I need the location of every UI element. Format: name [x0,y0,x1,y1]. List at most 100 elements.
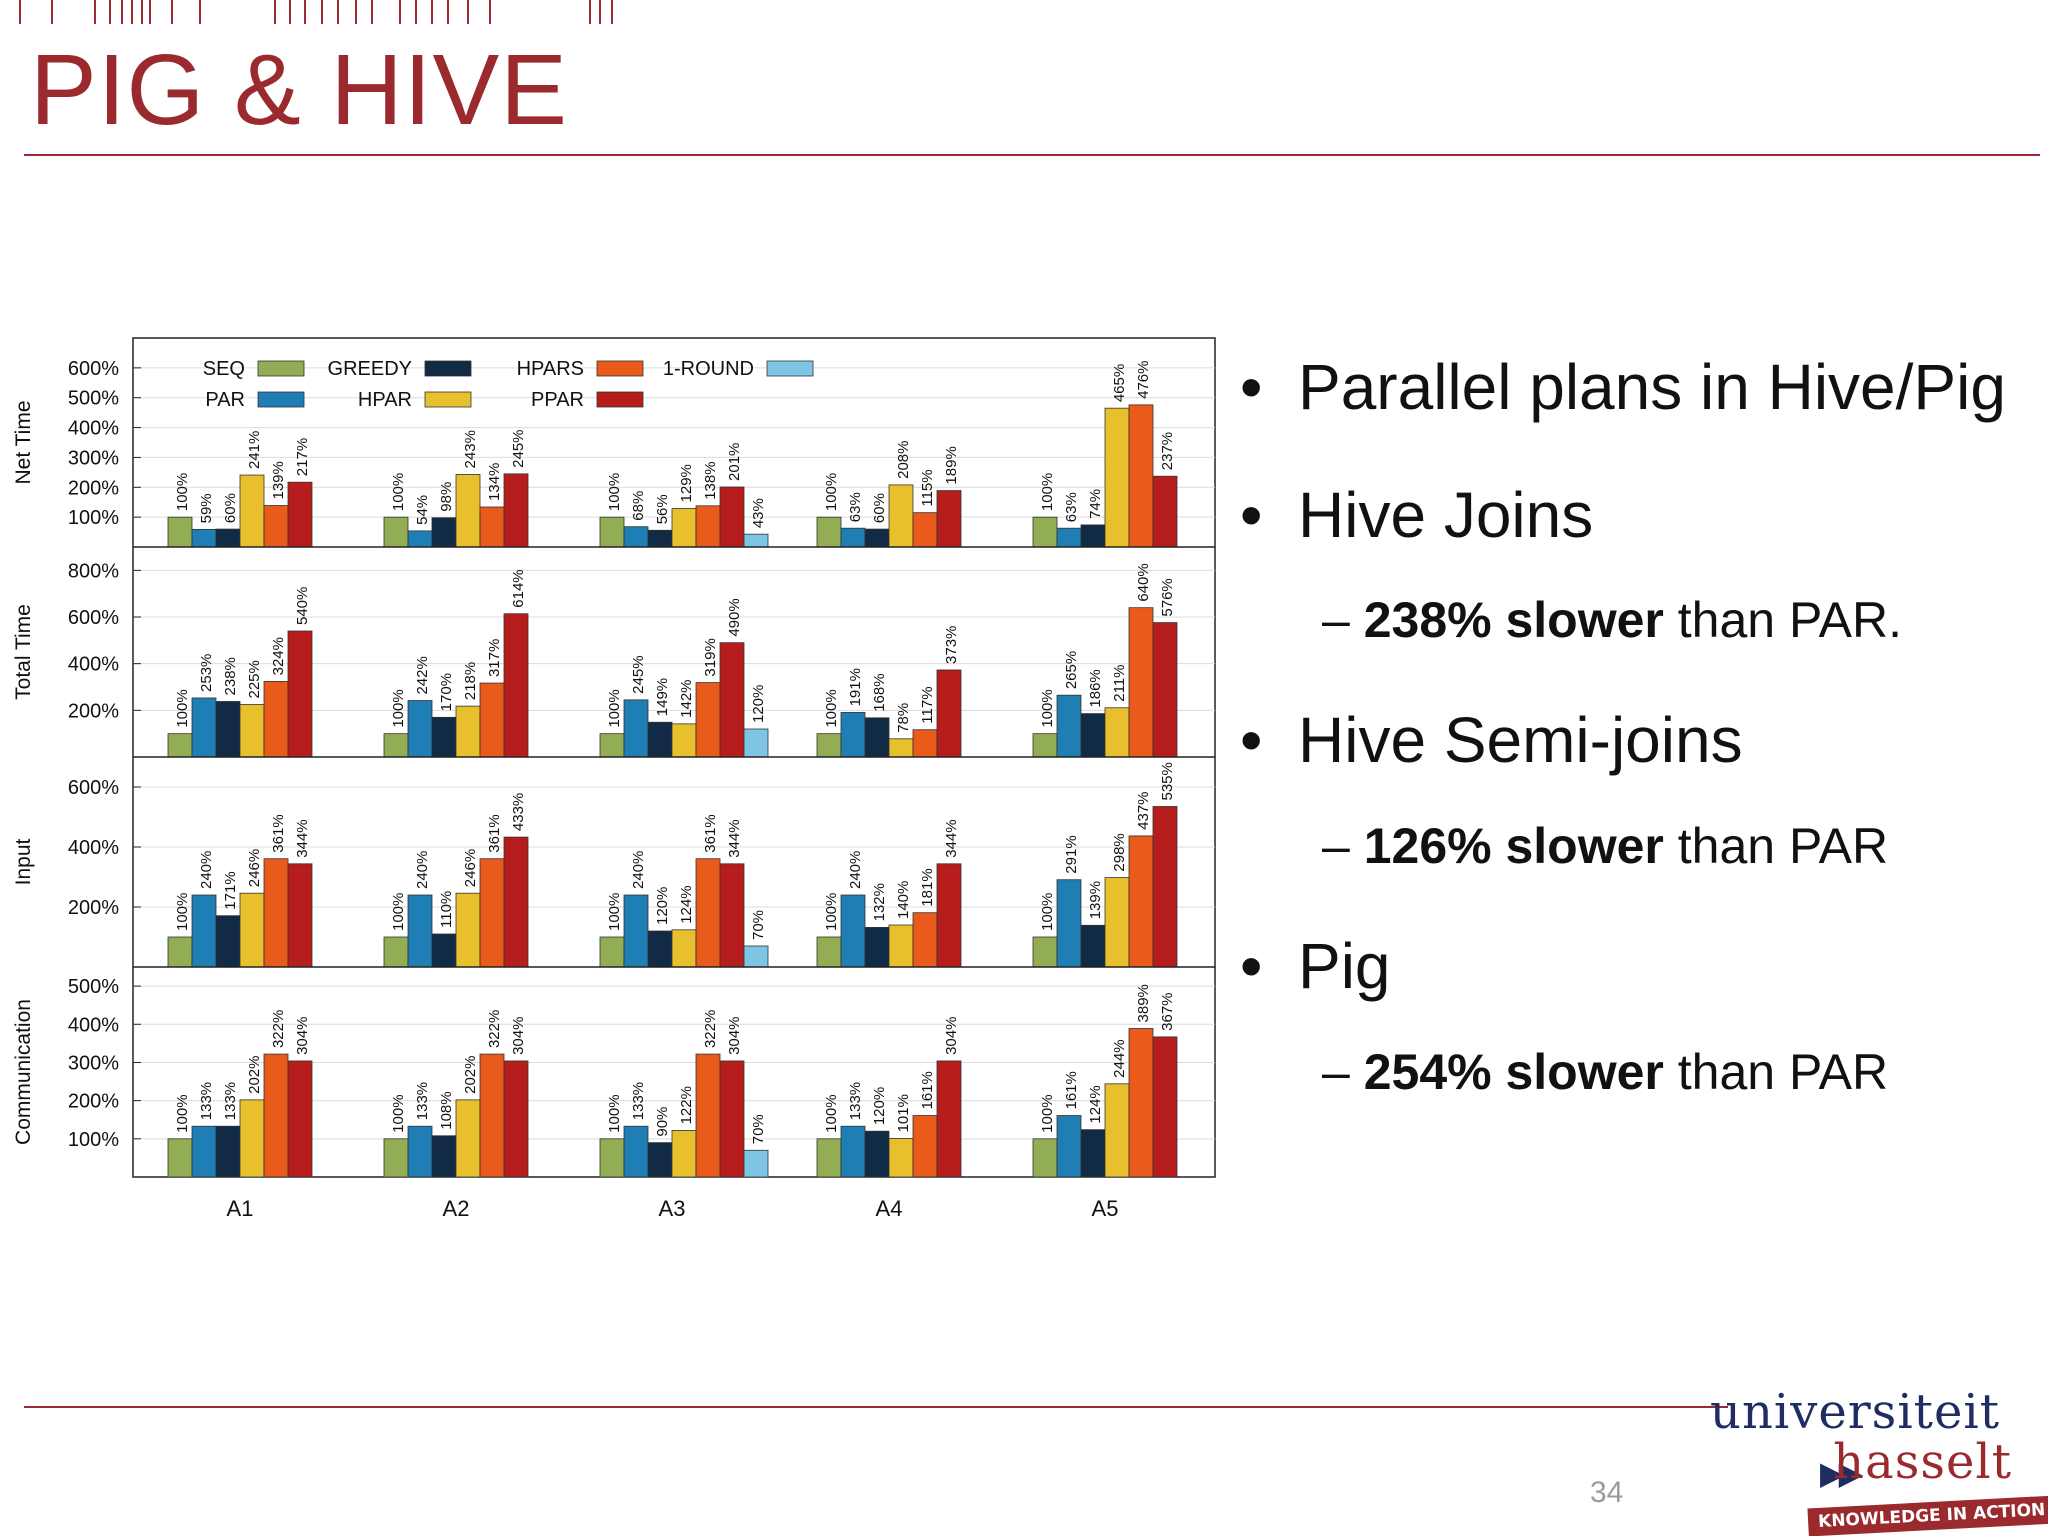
data-label: 243% [462,430,479,468]
footer-divider [24,1406,1728,1408]
data-label: 304% [943,1017,960,1055]
data-label: 100% [606,1094,623,1132]
bar [840,894,866,968]
data-label: 59% [198,493,215,523]
data-label: 361% [486,814,503,852]
bar [407,700,433,758]
logo-text-hasselt: hasselt [1833,1434,2012,1490]
data-label: 100% [606,689,623,727]
bar [1080,924,1106,968]
data-label: 211% [1111,665,1128,702]
bar [647,1142,673,1178]
bar [1152,1036,1178,1178]
bar [479,858,505,968]
legend-swatch [766,360,814,377]
bar [743,1149,769,1178]
bar [1152,475,1178,548]
bar [695,505,721,548]
bar [503,613,529,758]
data-label: 373% [943,626,960,664]
bar [623,894,649,968]
bar [599,516,625,548]
data-label: 240% [847,851,864,889]
y-tick-label: 400% [68,837,119,859]
bar [1032,936,1058,968]
y-tick-label: 500% [68,976,119,998]
bar [455,705,481,758]
data-label: 100% [1039,893,1056,931]
data-label: 101% [895,1094,912,1132]
bar [383,1138,409,1178]
data-label: 576% [1159,578,1176,616]
bar [407,530,433,548]
bar [431,933,457,968]
data-label: 217% [294,438,311,476]
slide-title: PIG & HIVE [30,34,568,146]
logo-text-universiteit: universiteit [1710,1384,2000,1440]
university-logo: universiteit ▶▶ hasselt KNOWLEDGE IN ACT… [1710,1384,2048,1536]
data-label: 100% [823,893,840,931]
bar [407,894,433,968]
bar [167,733,193,758]
bar [431,716,457,758]
data-label: 161% [919,1071,936,1109]
bar [647,930,673,968]
bar [864,927,890,968]
data-label: 614% [510,569,527,607]
bar [407,1125,433,1178]
data-label: 63% [847,492,864,522]
bar [912,1115,938,1178]
data-label: 202% [462,1055,479,1093]
bar [719,1060,745,1178]
data-label: 100% [390,473,407,511]
bar [888,738,914,758]
data-label: 189% [943,446,960,484]
legend-label: PPAR [531,389,584,411]
bar [383,936,409,968]
data-label: 98% [438,482,455,512]
data-label: 133% [414,1082,431,1120]
bar [1056,527,1082,548]
data-label: 100% [390,1094,407,1132]
bar [503,836,529,968]
data-label: 640% [1135,563,1152,601]
bar [671,508,697,548]
bar [1080,524,1106,548]
data-label: 60% [222,493,239,523]
data-label: 138% [702,461,719,499]
bar [215,528,241,548]
data-label: 149% [654,678,671,716]
bar [1104,707,1130,758]
sub-bullet-item: – 126% slower than PAR [1322,818,1889,874]
data-label: 54% [414,495,431,525]
data-label: 240% [198,851,215,889]
bar [239,474,265,548]
data-label: 100% [1039,473,1056,511]
bar [1056,1115,1082,1178]
bar [623,526,649,548]
y-tick-label: 100% [68,507,119,529]
bar [1152,622,1178,758]
data-label: 108% [438,1091,455,1129]
data-label: 322% [486,1010,503,1048]
bar [191,894,217,968]
bar [864,717,890,758]
bar [383,733,409,758]
bar [263,680,289,758]
bar [431,517,457,548]
data-label: 324% [270,637,287,675]
bar [647,721,673,758]
bar [1056,879,1082,968]
bar [1104,1083,1130,1178]
data-label: 129% [678,464,695,502]
data-label: 133% [198,1082,215,1120]
y-axis-label: Input [12,838,35,885]
data-label: 245% [630,655,647,693]
y-tick-label: 200% [68,1091,119,1113]
bar [840,527,866,548]
sub-bullet-rest: than PAR [1663,818,1889,874]
bar [695,1053,721,1178]
data-label: 115% [919,469,936,506]
bar [599,733,625,758]
x-tick-label: A1 [227,1196,254,1221]
